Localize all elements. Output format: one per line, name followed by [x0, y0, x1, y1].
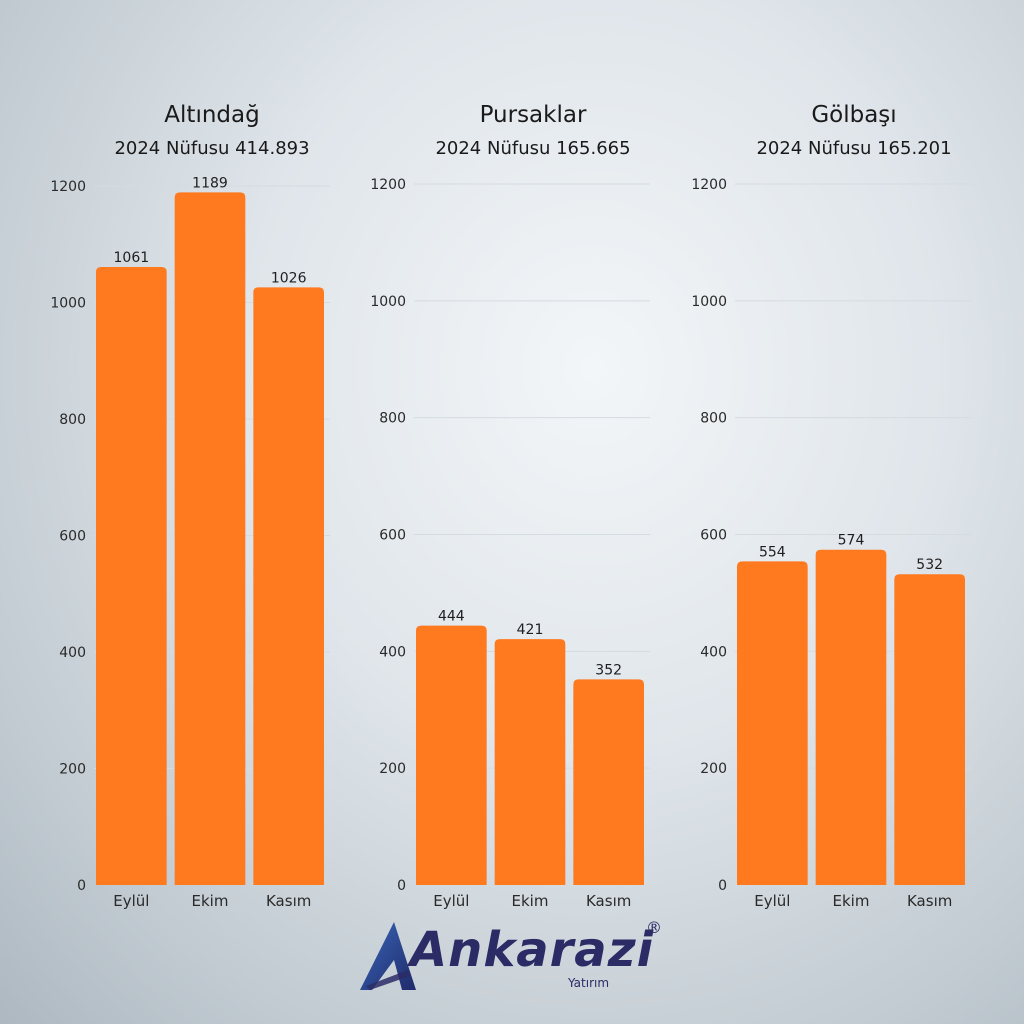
y-tick-label: 400	[59, 645, 86, 661]
y-tick-label: 1000	[370, 294, 406, 310]
bar-value-label: 444	[438, 609, 465, 625]
y-tick-label: 0	[718, 878, 727, 894]
bar	[174, 192, 246, 886]
y-tick-label: 600	[59, 529, 86, 545]
chart-subtitle: 2024 Nüfusu 414.893	[114, 138, 310, 159]
chart-subtitle: 2024 Nüfusu 165.665	[435, 138, 631, 159]
x-category-label: Eylül	[113, 892, 149, 910]
y-tick-label: 600	[700, 528, 727, 544]
y-tick-label: 200	[379, 761, 406, 777]
bar-value-label: 574	[838, 533, 865, 549]
bar-value-label: 1026	[271, 270, 307, 286]
bar-value-label: 532	[916, 557, 943, 573]
bar-value-label: 421	[517, 622, 544, 638]
logo-name: Ankarazi	[410, 922, 655, 978]
x-category-label: Kasım	[586, 892, 631, 910]
logo-registered-mark: ®	[646, 918, 662, 937]
y-tick-label: 1200	[50, 179, 86, 195]
y-tick-label: 1000	[50, 296, 86, 312]
y-tick-label: 800	[59, 412, 86, 428]
chart-title: Altındağ	[164, 102, 260, 128]
bar	[573, 679, 644, 885]
chart-panel-golbasi: Gölbaşı 2024 Nüfusu 165.201	[694, 0, 1014, 940]
x-category-label: Ekim	[512, 892, 549, 910]
bar	[96, 266, 167, 885]
bar	[416, 625, 487, 885]
bar	[815, 549, 887, 885]
y-tick-label: 800	[700, 411, 727, 427]
x-category-label: Kasım	[266, 892, 311, 910]
bar	[253, 287, 324, 886]
bar	[737, 561, 808, 885]
y-tick-label: 400	[379, 644, 406, 660]
x-category-label: Eylül	[754, 892, 790, 910]
chart-title: Pursaklar	[479, 102, 587, 128]
bar-value-label: 1189	[192, 175, 228, 191]
chart-subtitle: 2024 Nüfusu 165.201	[756, 138, 952, 159]
y-tick-label: 0	[77, 878, 86, 894]
x-category-label: Ekim	[192, 892, 229, 910]
y-tick-label: 200	[700, 761, 727, 777]
x-category-label: Kasım	[907, 892, 952, 910]
chart-panel-pursaklar: Pursaklar 2024 Nüfusu 165.665	[373, 0, 693, 940]
y-tick-label: 0	[397, 878, 406, 894]
y-tick-label: 1000	[691, 294, 727, 310]
x-category-label: Eylül	[433, 892, 469, 910]
y-tick-label: 600	[379, 528, 406, 544]
y-tick-label: 1200	[370, 177, 406, 193]
chart-title: Gölbaşı	[811, 102, 897, 128]
chart-panel-altindag: Altındağ 2024 Nüfusu 414.893	[0, 0, 320, 940]
logo-mark-icon	[360, 922, 416, 990]
brand-logo: Ankarazi ® Yatırım	[358, 918, 668, 998]
y-tick-label: 800	[379, 411, 406, 427]
logo-subtitle: Yatırım	[568, 976, 610, 990]
bar-value-label: 352	[595, 662, 622, 678]
x-category-label: Ekim	[833, 892, 870, 910]
y-tick-label: 1200	[691, 177, 727, 193]
bar	[894, 574, 965, 885]
y-tick-label: 400	[700, 644, 727, 660]
y-tick-label: 200	[59, 762, 86, 778]
bar	[494, 639, 566, 885]
bar-value-label: 554	[759, 544, 786, 560]
bar-value-label: 1061	[114, 250, 150, 266]
